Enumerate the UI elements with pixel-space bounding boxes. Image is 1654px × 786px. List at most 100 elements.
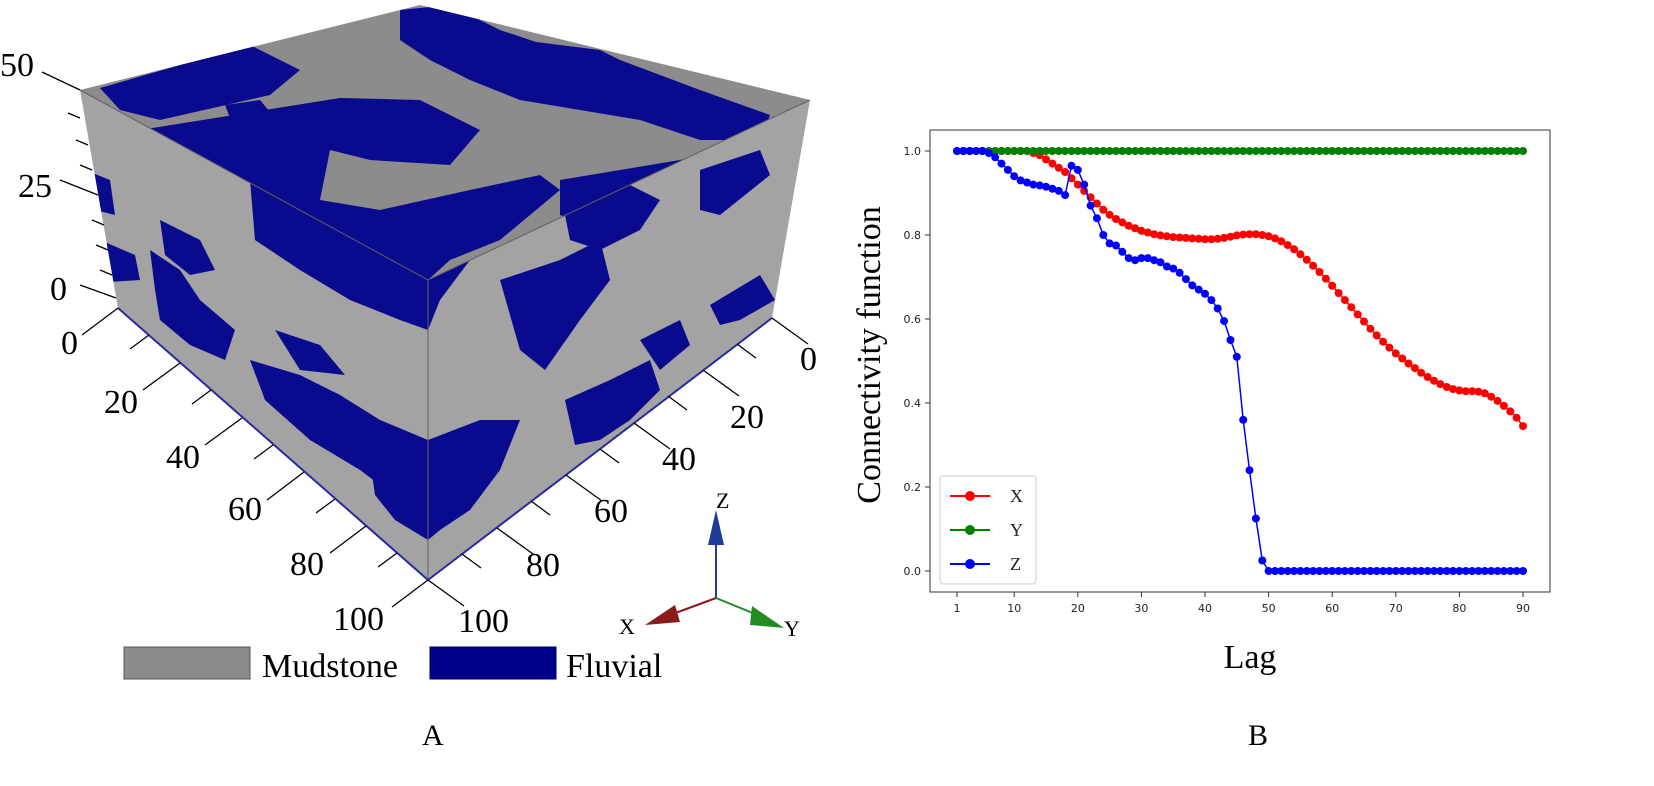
data-point-x [1423, 373, 1432, 381]
data-point-z [1277, 567, 1286, 575]
data-point-x [1385, 343, 1394, 352]
data-point-x [1321, 274, 1330, 283]
x-tick-label: 40 [166, 439, 200, 476]
data-point-y [1512, 147, 1521, 155]
x-tick-label: 100 [333, 601, 384, 638]
x-tick-label: 60 [1325, 602, 1339, 615]
data-point-y [1118, 147, 1127, 155]
data-point-z [1442, 567, 1451, 575]
data-point-x [1302, 255, 1311, 264]
data-point-z [1334, 567, 1343, 575]
triad-x-label: X [619, 614, 635, 639]
data-point-z [1023, 178, 1031, 187]
data-point-x [1156, 231, 1165, 240]
data-point-z [1347, 567, 1356, 575]
data-point-x [1315, 268, 1324, 276]
y-axis-tick-labels: 0 20 40 60 80 100 [458, 341, 817, 640]
x-tick-label: 30 [1134, 602, 1148, 615]
data-point-z [1061, 191, 1070, 200]
series-layer [953, 147, 1527, 575]
data-point-z [1360, 567, 1368, 575]
data-point-y [1519, 147, 1527, 155]
data-point-x [1207, 235, 1216, 244]
x-tick-label: 1 [954, 602, 961, 615]
data-point-z [1391, 567, 1400, 575]
data-point-z [1417, 567, 1426, 575]
data-point-x [1188, 234, 1197, 243]
data-point-y [1207, 147, 1216, 155]
x-tick-label: 40 [1198, 602, 1212, 615]
panel-b-label: B [1248, 719, 1268, 752]
data-point-z [1315, 567, 1324, 575]
data-point-y [1150, 147, 1159, 155]
data-point-x [1366, 324, 1375, 333]
data-point-z [1035, 181, 1044, 190]
orientation-triad: Z X Y [619, 488, 800, 641]
data-point-y [1334, 147, 1343, 155]
data-point-z [1054, 186, 1063, 195]
data-point-z [1003, 165, 1012, 174]
data-point-x [1232, 231, 1241, 240]
x-tick-label: 20 [1071, 602, 1085, 615]
data-point-z [1092, 214, 1101, 223]
data-point-x [1372, 331, 1381, 340]
data-point-z [1226, 336, 1235, 344]
data-point-x [1328, 281, 1337, 290]
x-tick-label: 70 [1389, 602, 1403, 615]
lithology-legend: Mudstone Fluvial [123, 646, 662, 685]
y-tick-label: 20 [730, 399, 764, 436]
data-point-y [1417, 147, 1426, 155]
data-point-z [1124, 254, 1133, 263]
data-point-z [1519, 567, 1527, 575]
data-point-y [1061, 147, 1070, 155]
data-point-y [1296, 147, 1305, 155]
data-point-x [1493, 396, 1502, 405]
data-point-z [1232, 352, 1241, 361]
data-point-z [1194, 285, 1203, 294]
data-point-x [1169, 233, 1178, 242]
data-point-x [1226, 232, 1235, 241]
data-point-y [1277, 147, 1286, 155]
data-point-z [1048, 184, 1057, 193]
data-point-y [1054, 147, 1063, 155]
x-axis-title: Lag [1224, 639, 1277, 676]
data-point-z [1455, 567, 1464, 575]
x-tick-label: 80 [290, 546, 324, 583]
data-point-x [1474, 387, 1483, 396]
data-point-x [1360, 317, 1368, 326]
data-point-z [1080, 180, 1089, 189]
data-point-x [1277, 237, 1286, 246]
y-tick-label: 0.6 [904, 313, 922, 326]
data-point-y [1493, 147, 1502, 155]
data-point-x [1131, 224, 1140, 233]
data-point-x [1455, 386, 1464, 395]
y-axis: 0.0 0.2 0.4 0.6 0.8 1.0 [904, 145, 930, 578]
block-left-face [80, 90, 428, 580]
data-point-y [1137, 147, 1146, 155]
x-axis: 1 10 20 30 40 50 60 70 80 90 [954, 592, 1530, 615]
data-point-z [1328, 567, 1337, 575]
data-point-x [1334, 289, 1343, 297]
data-point-y [1239, 147, 1248, 155]
legend-label-mudstone: Mudstone [262, 648, 398, 685]
data-point-y [1468, 147, 1477, 155]
data-point-z [1099, 231, 1108, 239]
data-point-z [1385, 567, 1394, 575]
data-point-z [972, 147, 981, 155]
data-point-z [1410, 567, 1419, 575]
data-point-x [1150, 230, 1159, 239]
data-point-z [1175, 268, 1184, 277]
data-point-z [1245, 466, 1254, 475]
data-point-y [1092, 147, 1101, 155]
data-point-x [1353, 310, 1362, 319]
data-point-x [1506, 407, 1515, 416]
data-point-z [1042, 182, 1050, 191]
data-point-x [1143, 228, 1152, 237]
data-point-x [1410, 364, 1419, 373]
data-point-y [1487, 147, 1496, 155]
y-tick-label: 60 [594, 493, 628, 530]
data-point-z [965, 147, 974, 155]
data-point-x [1487, 392, 1496, 401]
